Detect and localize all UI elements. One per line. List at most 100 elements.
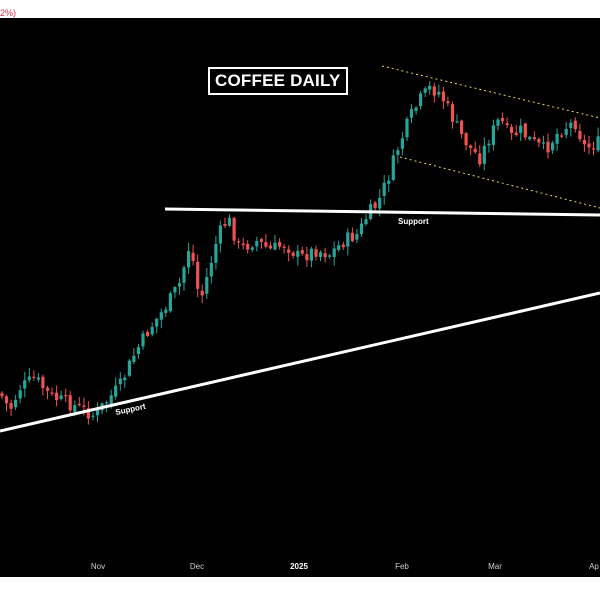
candles-group bbox=[0, 81, 600, 425]
candle-body-116 bbox=[528, 136, 532, 140]
candle-body-56 bbox=[255, 241, 259, 247]
chart-area: Support Support Nov Dec 2025 Feb Mar Ap … bbox=[0, 18, 600, 577]
candle-body-1 bbox=[4, 396, 9, 404]
candle-body-118 bbox=[537, 139, 541, 143]
candle-body-100 bbox=[455, 121, 459, 123]
candle-body-78 bbox=[355, 234, 359, 240]
candle-body-97 bbox=[441, 91, 445, 102]
corner-change-label: 2%) bbox=[0, 8, 17, 18]
candle-body-99 bbox=[450, 104, 455, 122]
candle-body-113 bbox=[514, 132, 518, 135]
candle-body-88 bbox=[400, 138, 404, 149]
candle-body-102 bbox=[464, 133, 468, 146]
candle-body-64 bbox=[291, 252, 295, 256]
candle-body-79 bbox=[359, 223, 364, 235]
candle-body-124 bbox=[564, 129, 568, 135]
candle-body-14 bbox=[64, 395, 68, 397]
candle-body-111 bbox=[505, 123, 509, 126]
candle-body-61 bbox=[278, 241, 282, 247]
candle-body-71 bbox=[323, 253, 327, 258]
candle-body-40 bbox=[182, 267, 186, 283]
candle-body-92 bbox=[419, 93, 423, 107]
candle-body-121 bbox=[551, 142, 555, 151]
candle-body-11 bbox=[50, 392, 54, 394]
candle-body-65 bbox=[296, 250, 300, 257]
candle-body-69 bbox=[314, 249, 318, 257]
candle-body-29 bbox=[132, 355, 136, 362]
candle-body-77 bbox=[350, 232, 354, 241]
x-tick-feb: Feb bbox=[395, 562, 409, 571]
candle-body-109 bbox=[496, 119, 500, 126]
candle-body-74 bbox=[337, 245, 341, 250]
candle-body-75 bbox=[341, 244, 345, 248]
candle-body-47 bbox=[214, 244, 218, 263]
x-tick-dec: Dec bbox=[190, 562, 204, 571]
candle-body-87 bbox=[396, 150, 400, 155]
candle-body-125 bbox=[569, 122, 573, 129]
candle-body-53 bbox=[241, 243, 245, 246]
channel-lower-line bbox=[399, 156, 600, 209]
candle-body-13 bbox=[59, 395, 63, 399]
candle-body-43 bbox=[196, 261, 200, 289]
candle-body-4 bbox=[18, 390, 22, 399]
candle-body-19 bbox=[86, 408, 90, 419]
candle-body-36 bbox=[164, 309, 168, 313]
candle-body-16 bbox=[73, 405, 77, 412]
candle-body-103 bbox=[469, 145, 473, 148]
candlestick-chart: Support Support Nov Dec 2025 Feb Mar Ap bbox=[0, 65, 600, 571]
candle-body-91 bbox=[414, 107, 418, 111]
candle-body-93 bbox=[423, 88, 427, 93]
candle-body-122 bbox=[555, 133, 559, 144]
candle-body-41 bbox=[187, 251, 191, 268]
candle-body-105 bbox=[478, 153, 482, 165]
candle-body-119 bbox=[541, 142, 546, 144]
candle-body-38 bbox=[173, 287, 177, 293]
candle-body-106 bbox=[482, 145, 486, 164]
candle-body-58 bbox=[264, 242, 268, 247]
candle-body-120 bbox=[546, 141, 550, 153]
candle-body-123 bbox=[560, 135, 564, 137]
candle-body-26 bbox=[118, 378, 122, 385]
candle-body-17 bbox=[77, 404, 81, 406]
candle-body-50 bbox=[227, 217, 232, 226]
candle-body-20 bbox=[91, 415, 95, 417]
candle-body-86 bbox=[391, 155, 395, 180]
candle-body-63 bbox=[287, 249, 291, 253]
channel-upper-line bbox=[381, 65, 600, 119]
candle-body-114 bbox=[519, 125, 523, 133]
candle-body-104 bbox=[473, 148, 477, 153]
candle-body-66 bbox=[300, 250, 304, 254]
bottom-margin bbox=[0, 577, 600, 600]
candle-body-90 bbox=[409, 109, 414, 118]
candle-body-101 bbox=[460, 120, 464, 134]
candle-body-130 bbox=[591, 148, 596, 150]
candle-body-6 bbox=[27, 376, 31, 381]
candle-body-0 bbox=[0, 393, 4, 397]
x-tick-mar: Mar bbox=[488, 562, 502, 571]
candle-body-46 bbox=[209, 262, 213, 277]
candle-body-84 bbox=[382, 182, 386, 196]
candle-body-117 bbox=[532, 137, 536, 140]
candle-body-54 bbox=[246, 243, 250, 250]
candle-body-2 bbox=[9, 403, 13, 409]
candle-body-44 bbox=[200, 290, 204, 296]
candle-body-131 bbox=[596, 136, 600, 151]
candle-body-57 bbox=[259, 239, 263, 242]
candle-body-85 bbox=[387, 180, 391, 184]
horizontal-support-label: Support bbox=[398, 217, 429, 226]
candle-body-34 bbox=[155, 318, 159, 327]
candle-body-35 bbox=[159, 312, 163, 320]
candle-body-3 bbox=[14, 399, 18, 408]
candle-body-45 bbox=[205, 276, 209, 294]
candle-body-15 bbox=[68, 395, 72, 411]
candle-body-59 bbox=[268, 245, 273, 249]
candle-body-21 bbox=[95, 408, 100, 416]
candle-body-12 bbox=[55, 392, 59, 401]
candle-body-68 bbox=[309, 248, 313, 261]
candle-body-27 bbox=[123, 377, 127, 381]
candle-body-49 bbox=[223, 224, 227, 226]
candle-body-129 bbox=[587, 143, 591, 148]
candle-body-33 bbox=[150, 326, 154, 335]
x-tick-2025: 2025 bbox=[290, 562, 308, 571]
candle-body-128 bbox=[582, 140, 586, 145]
